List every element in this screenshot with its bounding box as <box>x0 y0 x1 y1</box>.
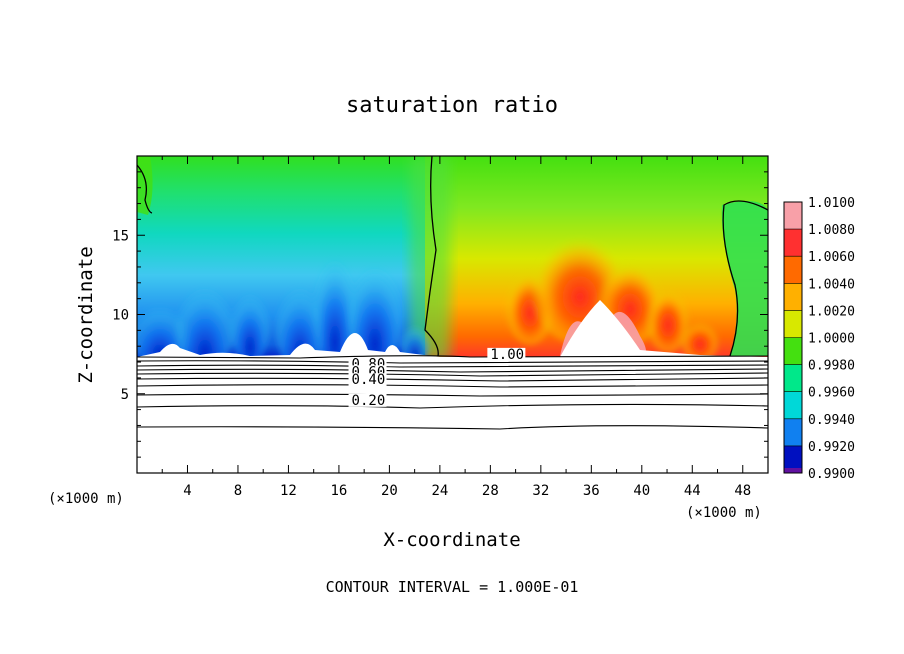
colorbar-band <box>784 364 802 393</box>
colorbar-band <box>784 229 802 257</box>
y-tick-label: 10 <box>112 308 129 324</box>
x-unit-right: (×1000 m) <box>686 505 762 521</box>
colorbar-label: 0.9960 <box>808 386 855 401</box>
colorbar-label: 1.0080 <box>808 223 855 238</box>
colorbar-label: 1.0020 <box>808 304 855 319</box>
colorbar-label: 0.9920 <box>808 440 855 455</box>
colorbar-band <box>784 418 802 447</box>
contour-label: 0.40 <box>352 372 386 388</box>
x-tick-label: 28 <box>482 483 499 499</box>
chart-title: saturation ratio <box>346 93 558 118</box>
y-axis-ticks: 5 10 15 <box>112 171 768 458</box>
colorbar-label: 1.0040 <box>808 277 855 292</box>
colorbar-label: 0.9900 <box>808 467 855 482</box>
x-tick-label: 4 <box>183 483 191 499</box>
x-unit-left: (×1000 m) <box>48 491 124 507</box>
contour-label-bg <box>348 393 387 407</box>
y-axis-label: Z-coordinate <box>75 246 97 383</box>
y-tick-label: 5 <box>121 387 129 403</box>
x-tick-label: 32 <box>532 483 549 499</box>
colorbar-label: 0.9980 <box>808 359 855 374</box>
colorbar-band <box>784 256 802 284</box>
x-tick-label: 8 <box>234 483 242 499</box>
colorbar-label: 1.0060 <box>808 250 855 265</box>
colorbar-band-min <box>784 468 802 473</box>
contour-1.00-main <box>424 156 439 357</box>
colorbar-band <box>784 391 802 420</box>
x-tick-label: 36 <box>583 483 600 499</box>
colorbar-band <box>784 202 802 230</box>
contour-1.00-left <box>137 164 153 214</box>
colorbar-band <box>784 283 802 311</box>
x-tick-label: 40 <box>633 483 650 499</box>
contour-interval-note: CONTOUR INTERVAL = 1.000E-01 <box>326 578 579 596</box>
x-tick-label: 12 <box>280 483 297 499</box>
colorbar-band <box>784 337 802 366</box>
x-tick-label: 24 <box>431 483 448 499</box>
colorbar-band <box>784 445 802 474</box>
y-tick-label: 15 <box>112 228 129 244</box>
x-tick-label: 44 <box>684 483 701 499</box>
colorbar: 1.0100 1.0080 1.0060 1.0040 1.0020 1.0000 0.99… <box>783 196 855 482</box>
contour-labels: 0.800.600.400.201.00 <box>348 347 526 409</box>
contour-label-bg <box>487 347 526 361</box>
x-tick-label: 20 <box>381 483 398 499</box>
x-tick-label: 16 <box>330 483 347 499</box>
plot-area <box>137 156 768 473</box>
contour-label-bg <box>348 373 387 387</box>
colorbar-band <box>784 310 802 338</box>
x-axis-ticks: 4 8 12 16 20 24 28 32 36 40 44 48 <box>161 156 751 499</box>
x-tick-label: 48 <box>734 483 751 499</box>
contour-label: 0.20 <box>352 393 386 409</box>
colorbar-label: 1.0000 <box>808 332 855 347</box>
x-axis-label: X-coordinate <box>383 529 520 551</box>
contour-1.00-right <box>722 200 768 357</box>
colorbar-label: 1.0100 <box>808 196 855 211</box>
contour-label: 1.00 <box>490 347 524 363</box>
colorbar-label: 0.9940 <box>808 413 855 428</box>
